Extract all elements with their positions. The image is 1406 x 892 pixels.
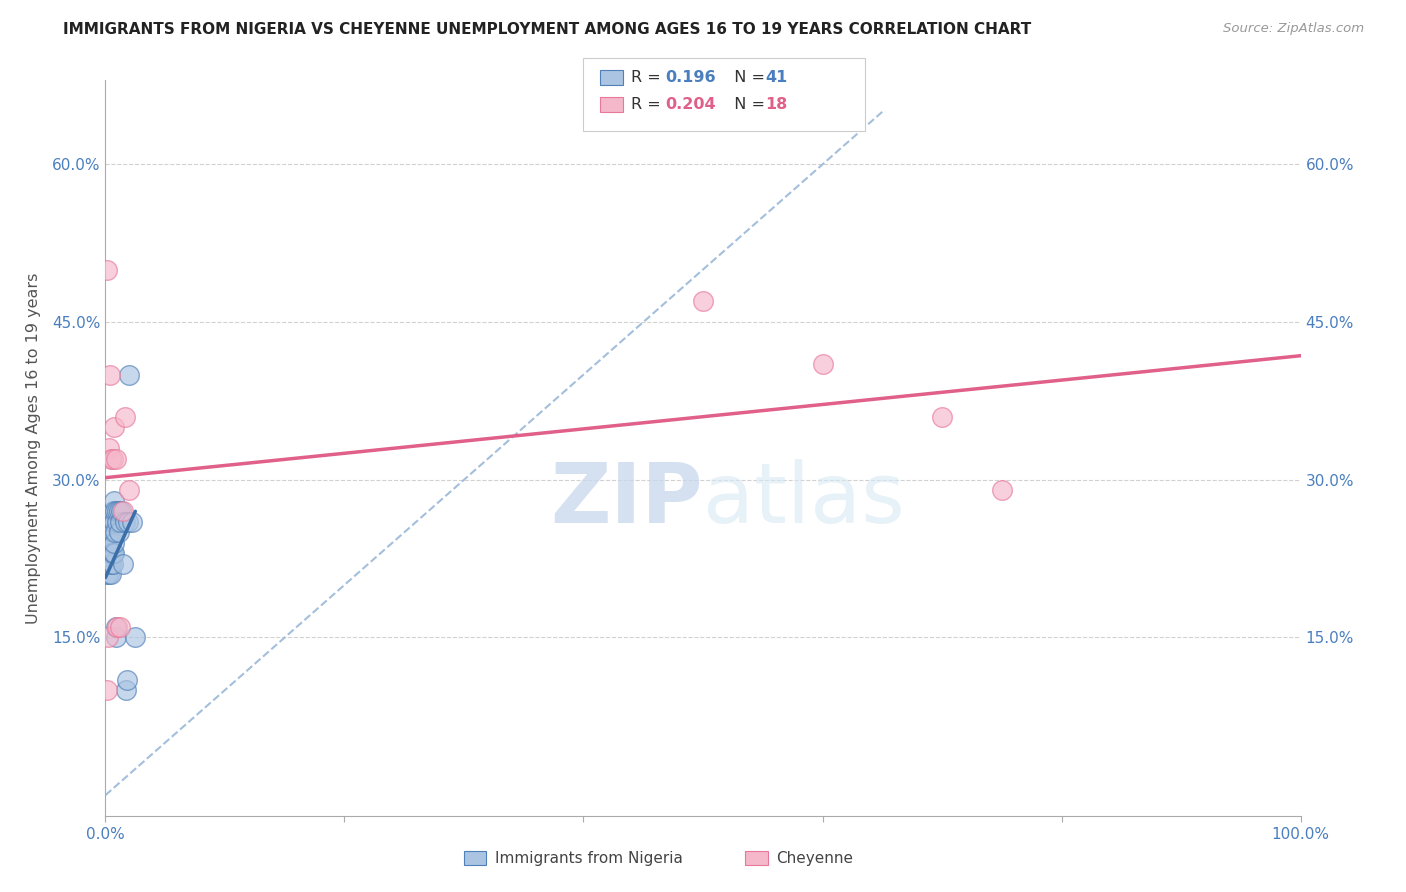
Point <box>931 409 953 424</box>
Point <box>108 620 131 634</box>
Point <box>118 368 141 382</box>
Point <box>107 504 129 518</box>
Point <box>96 683 118 698</box>
Point <box>104 504 127 518</box>
Point <box>97 557 120 571</box>
Point <box>98 442 121 455</box>
Y-axis label: Unemployment Among Ages 16 to 19 years: Unemployment Among Ages 16 to 19 years <box>25 273 41 624</box>
Text: 0.204: 0.204 <box>665 97 716 112</box>
Point <box>98 557 121 571</box>
Point <box>104 525 127 540</box>
Point <box>98 557 121 571</box>
Text: N =: N = <box>724 70 770 85</box>
Point <box>97 557 120 571</box>
Point <box>105 631 128 645</box>
Text: atlas: atlas <box>703 459 904 541</box>
Point <box>98 536 121 550</box>
Text: IMMIGRANTS FROM NIGERIA VS CHEYENNE UNEMPLOYMENT AMONG AGES 16 TO 19 YEARS CORRE: IMMIGRANTS FROM NIGERIA VS CHEYENNE UNEM… <box>63 22 1032 37</box>
Point <box>101 525 124 540</box>
Text: R =: R = <box>631 70 666 85</box>
Point <box>98 515 121 529</box>
Point <box>100 557 122 571</box>
Point <box>103 420 125 434</box>
Point <box>692 294 714 309</box>
Point <box>124 631 146 645</box>
Point <box>990 483 1012 498</box>
Point <box>103 515 125 529</box>
Text: N =: N = <box>724 97 770 112</box>
Point <box>98 567 121 582</box>
Point <box>112 557 135 571</box>
Point <box>97 631 120 645</box>
Point <box>115 673 138 687</box>
Point <box>101 546 124 560</box>
Point <box>107 620 129 634</box>
Point <box>105 620 128 634</box>
Point <box>110 504 132 518</box>
Text: R =: R = <box>631 97 666 112</box>
Point <box>105 451 128 466</box>
Text: Immigrants from Nigeria: Immigrants from Nigeria <box>495 851 683 865</box>
Point <box>112 504 135 518</box>
Point <box>103 536 125 550</box>
Point <box>103 546 125 560</box>
Point <box>117 515 139 529</box>
Point <box>100 536 122 550</box>
Point <box>108 515 131 529</box>
Point <box>100 515 122 529</box>
Point <box>101 504 124 518</box>
Point <box>107 504 129 518</box>
Point <box>96 567 118 582</box>
Text: Source: ZipAtlas.com: Source: ZipAtlas.com <box>1223 22 1364 36</box>
Point <box>101 451 124 466</box>
Point <box>118 483 141 498</box>
Point <box>107 525 129 540</box>
Point <box>100 546 122 560</box>
Point <box>114 515 136 529</box>
Point <box>101 557 124 571</box>
Point <box>96 262 118 277</box>
Point <box>100 451 122 466</box>
Point <box>107 515 129 529</box>
Point <box>114 683 136 698</box>
Point <box>96 557 118 571</box>
Text: 41: 41 <box>765 70 787 85</box>
Text: Cheyenne: Cheyenne <box>776 851 853 865</box>
Text: 0.196: 0.196 <box>665 70 716 85</box>
Point <box>114 409 136 424</box>
Text: ZIP: ZIP <box>551 459 703 541</box>
Text: 18: 18 <box>765 97 787 112</box>
Point <box>98 546 121 560</box>
Point <box>811 357 834 371</box>
Point <box>121 515 143 529</box>
Point <box>100 567 122 582</box>
Point <box>103 493 125 508</box>
Point <box>98 368 121 382</box>
